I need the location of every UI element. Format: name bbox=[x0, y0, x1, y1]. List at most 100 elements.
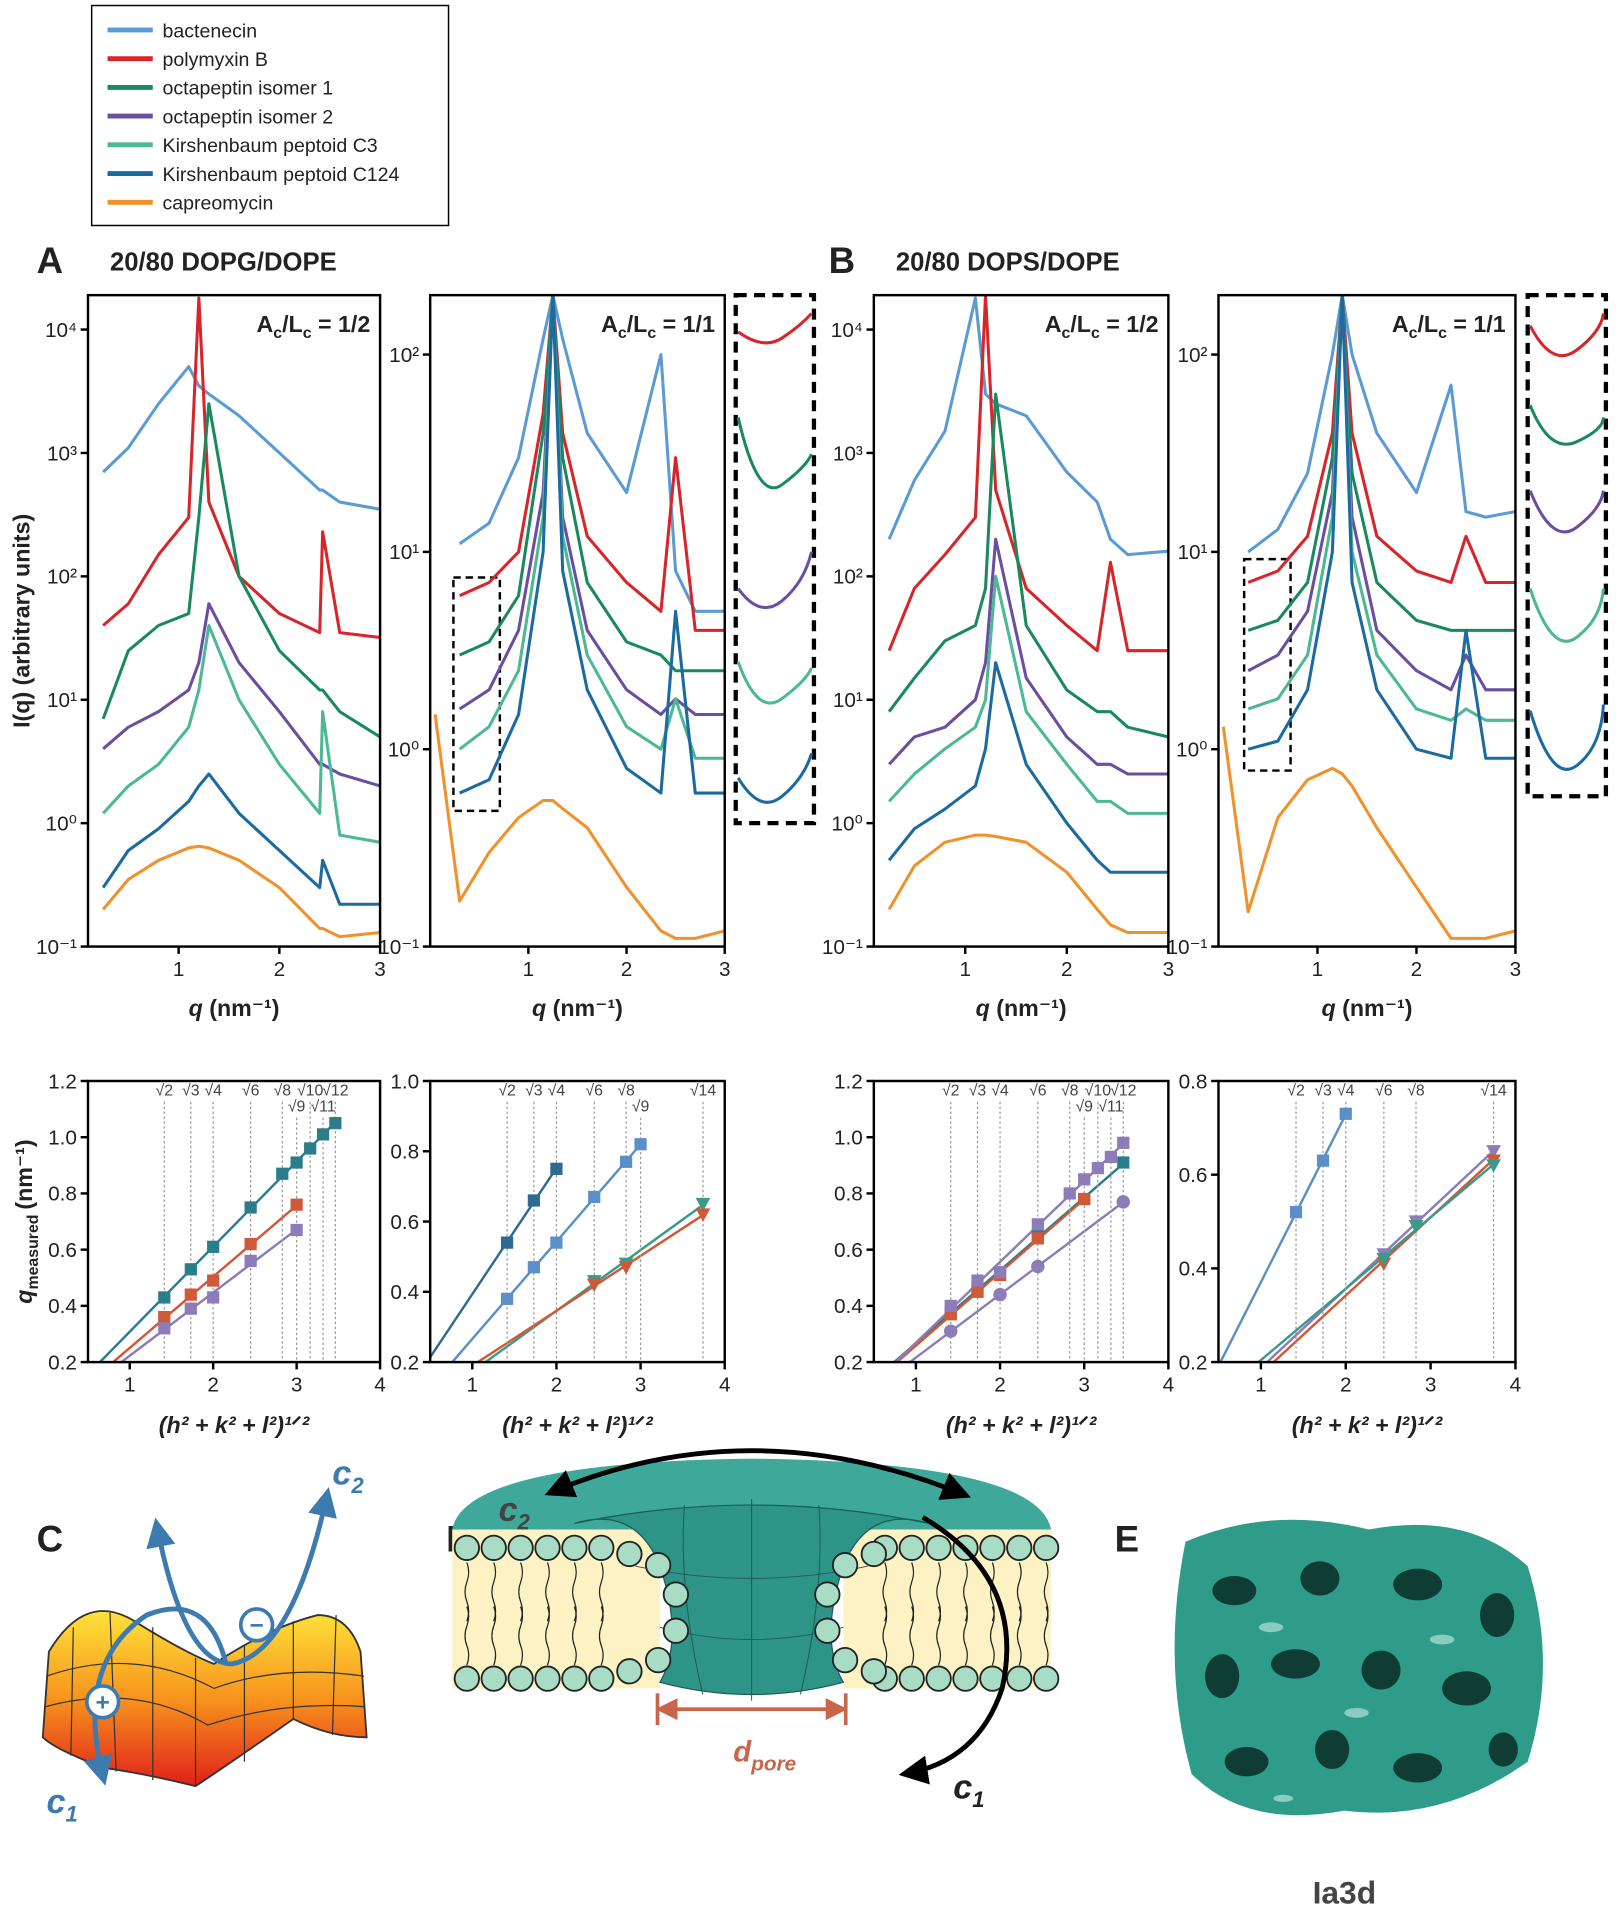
marker bbox=[244, 1201, 257, 1214]
index-label: √3 bbox=[969, 1083, 987, 1100]
marker bbox=[588, 1190, 601, 1204]
x-tick-label: 2 bbox=[1411, 958, 1423, 981]
gyroid-holes bbox=[1205, 1561, 1518, 1783]
x-axis-symbol: q bbox=[189, 995, 203, 1021]
lipid-head bbox=[534, 1665, 561, 1692]
chart-panel: 0.2 0.4 0.6 0.8 1.0 1.2 1 2 3 4 (h² + k² + l²)¹ᐟ² √… bbox=[834, 1070, 1174, 1438]
y-tick-label: 10² bbox=[833, 566, 863, 589]
inset-curve bbox=[737, 312, 813, 345]
index-label: √8 bbox=[1061, 1083, 1079, 1100]
lipid-head bbox=[507, 1534, 534, 1561]
series-line bbox=[887, 661, 1169, 874]
d-pore-label: dpore bbox=[733, 1736, 796, 1776]
y-tick-label: 10¹ bbox=[47, 689, 77, 712]
minus-circle bbox=[238, 1607, 275, 1643]
marker bbox=[1486, 1145, 1501, 1159]
inset-curve bbox=[736, 551, 813, 610]
y-tick-label: 10³ bbox=[833, 442, 863, 465]
x-tick-label: 1 bbox=[173, 958, 185, 981]
series-line bbox=[1247, 295, 1516, 760]
plot-frame bbox=[872, 1079, 1170, 1364]
marker bbox=[550, 1236, 563, 1249]
index-label: √10 bbox=[297, 1083, 324, 1100]
y-tick-label: 10² bbox=[389, 344, 419, 367]
c2-subscript: 2 bbox=[517, 1510, 530, 1535]
zoom-box bbox=[1242, 557, 1292, 772]
x-axis-label: (h² + k² + l²)¹ᐟ² bbox=[946, 1412, 1098, 1438]
lipid-head bbox=[561, 1534, 588, 1561]
y-tick-label: 0.6 bbox=[48, 1239, 77, 1262]
marker bbox=[1486, 1159, 1501, 1173]
marker bbox=[1104, 1150, 1117, 1163]
index-label: √6 bbox=[585, 1083, 603, 1100]
marker bbox=[500, 1292, 514, 1305]
y-axis-symbol: q bbox=[11, 1290, 37, 1304]
plot-frame bbox=[86, 1079, 382, 1364]
series-line bbox=[458, 295, 725, 613]
inset-curve bbox=[736, 417, 813, 490]
x-tick-label: 2 bbox=[994, 1373, 1006, 1396]
lipid-tail bbox=[1016, 1606, 1022, 1666]
series-line bbox=[1247, 295, 1516, 722]
series-line bbox=[1221, 726, 1516, 940]
y-tick-label: 0.8 bbox=[834, 1183, 863, 1206]
marker bbox=[550, 1162, 563, 1175]
marker bbox=[290, 1156, 303, 1169]
marker bbox=[971, 1285, 984, 1298]
y-tick-label: 10⁻¹ bbox=[378, 936, 419, 959]
lipid-head bbox=[480, 1534, 507, 1561]
y-axis-unit: (nm⁻¹) bbox=[11, 1139, 37, 1209]
x-tick-label: 2 bbox=[1061, 958, 1073, 981]
x-tick-label: 3 bbox=[1425, 1373, 1437, 1396]
chart-panel: 10⁻¹ 10⁰ 10¹ 10² 1 2 3 q (nm⁻¹) Ac/Lc = 1/1 bbox=[1166, 293, 1521, 1021]
y-tick-label: 0.8 bbox=[48, 1183, 77, 1206]
index-label: √8 bbox=[274, 1083, 292, 1100]
annotation-text: = 1/1 bbox=[1447, 311, 1506, 337]
lipid-head bbox=[814, 1617, 841, 1644]
lipid-head bbox=[480, 1665, 507, 1692]
lipid-head bbox=[1033, 1665, 1060, 1692]
annotation-subscript: c bbox=[303, 325, 312, 342]
index-label: √2 bbox=[1287, 1083, 1305, 1100]
lipid-head bbox=[1006, 1534, 1033, 1561]
lipid-head bbox=[662, 1617, 690, 1644]
lipid-head bbox=[453, 1534, 480, 1561]
lipid-head bbox=[588, 1665, 615, 1692]
c1-symbol: c bbox=[46, 1783, 65, 1821]
lipid-head bbox=[831, 1552, 859, 1579]
lipid-tail bbox=[1043, 1606, 1049, 1666]
chart-panel: 10⁻¹ 10⁰ 10¹ 10² 10³ 10⁴ 1 2 3 q (nm⁻¹) I(q) (arbi… bbox=[8, 293, 386, 1021]
lipid-head bbox=[860, 1658, 887, 1685]
y-tick-label: 1.0 bbox=[390, 1070, 419, 1093]
annotation-subscript: c bbox=[1438, 325, 1447, 342]
marker bbox=[993, 1266, 1007, 1279]
plus-sign: + bbox=[96, 1689, 110, 1716]
series-line bbox=[101, 772, 381, 906]
lipid-tail bbox=[491, 1606, 497, 1666]
annotation-text: = 1/2 bbox=[1100, 311, 1159, 337]
annotation-subscript: c bbox=[1091, 325, 1100, 342]
zoom-box bbox=[452, 576, 502, 813]
c1-label: c1 bbox=[46, 1783, 77, 1827]
saddle-grid bbox=[45, 1612, 366, 1787]
annotation-text: A bbox=[1045, 311, 1062, 337]
y-tick-label: 10⁴ bbox=[45, 319, 77, 342]
y-tick-label: 10⁰ bbox=[46, 812, 77, 835]
marker bbox=[500, 1236, 514, 1249]
series-line bbox=[433, 714, 725, 940]
x-axis-unit: (nm⁻¹) bbox=[209, 995, 279, 1021]
x-axis-label: q (nm⁻¹) bbox=[532, 995, 623, 1021]
gyroid-highlights bbox=[1258, 1622, 1455, 1803]
marker bbox=[1376, 1252, 1392, 1267]
d-pore-subscript: pore bbox=[750, 1752, 796, 1775]
c1-arrow bbox=[83, 1606, 229, 1786]
index-label: √3 bbox=[525, 1083, 543, 1100]
annotation: Ac/Lc = 1/2 bbox=[256, 311, 370, 342]
index-label: √12 bbox=[1110, 1083, 1137, 1100]
x-axis-label: (h² + k² + l²)¹ᐟ² bbox=[1292, 1412, 1444, 1438]
lipid-head bbox=[979, 1534, 1006, 1561]
chart-panel: 0.2 0.4 0.6 0.8 1 2 3 4 (h² + k² + l²)¹ᐟ² √2 √3 √4 √… bbox=[1179, 1070, 1522, 1438]
series-line bbox=[102, 602, 381, 788]
annotation-subscript: c bbox=[1409, 325, 1418, 342]
marker bbox=[1116, 1195, 1130, 1209]
